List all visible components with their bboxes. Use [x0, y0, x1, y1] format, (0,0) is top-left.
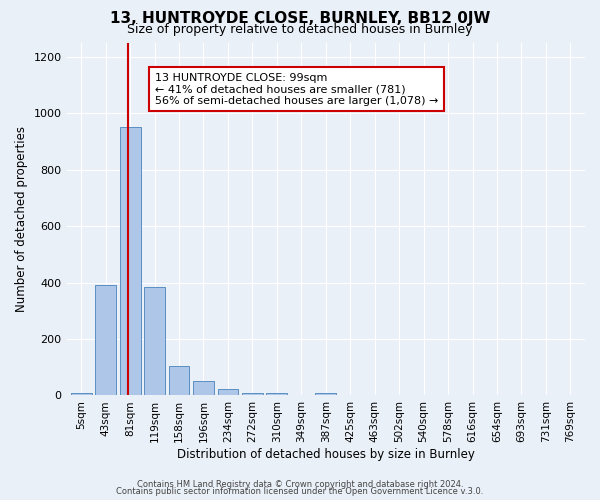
Text: 13, HUNTROYDE CLOSE, BURNLEY, BB12 0JW: 13, HUNTROYDE CLOSE, BURNLEY, BB12 0JW — [110, 12, 490, 26]
Text: Contains HM Land Registry data © Crown copyright and database right 2024.: Contains HM Land Registry data © Crown c… — [137, 480, 463, 489]
Bar — [95, 286, 116, 396]
Bar — [316, 393, 336, 396]
Bar — [242, 392, 263, 396]
Bar — [71, 392, 92, 396]
Bar — [144, 286, 165, 396]
Text: 13 HUNTROYDE CLOSE: 99sqm
← 41% of detached houses are smaller (781)
56% of semi: 13 HUNTROYDE CLOSE: 99sqm ← 41% of detac… — [155, 72, 438, 106]
Text: Contains public sector information licensed under the Open Government Licence v.: Contains public sector information licen… — [116, 487, 484, 496]
Bar — [120, 127, 140, 396]
Bar — [169, 366, 190, 396]
Y-axis label: Number of detached properties: Number of detached properties — [15, 126, 28, 312]
Bar — [266, 393, 287, 396]
Bar — [193, 382, 214, 396]
Text: Size of property relative to detached houses in Burnley: Size of property relative to detached ho… — [127, 24, 473, 36]
Bar — [218, 389, 238, 396]
X-axis label: Distribution of detached houses by size in Burnley: Distribution of detached houses by size … — [177, 448, 475, 461]
